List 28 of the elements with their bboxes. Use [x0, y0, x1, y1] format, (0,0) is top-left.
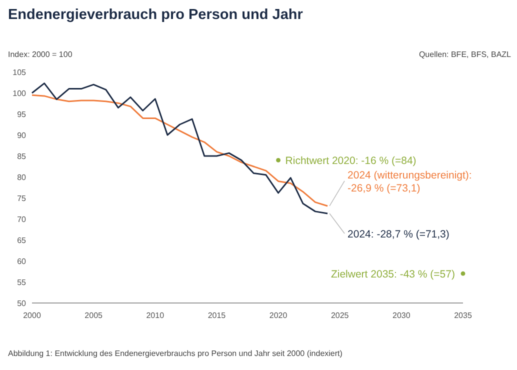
y-tick-label: 75 — [17, 194, 27, 203]
y-tick-label: 70 — [17, 215, 27, 224]
x-tick-label: 2010 — [146, 311, 165, 320]
annotation: Richtwert 2020: -16 % (=84) — [285, 155, 416, 168]
annotation: 2024 (witterungsbereinigt): -26,9 % (=73,1) — [348, 169, 472, 194]
y-axis-title: Index: 2000 = 100 — [8, 50, 73, 59]
annotation: 2024: -28,7 % (=71,3) — [348, 228, 450, 241]
annotation: Zielwert 2035: -43 % (=57) — [330, 268, 455, 281]
text: Abbildung 1: Entwicklung des Endenergieverbrauchs pro Person und Jahr seit 2000 (indexiert) — [8, 349, 343, 358]
x-tick-label: 2035 — [454, 311, 472, 320]
y-tick-label: 85 — [17, 152, 27, 161]
x-tick-label: 2000 — [23, 311, 42, 320]
y-tick-label: 80 — [17, 173, 27, 182]
y-tick-label: 105 — [12, 68, 27, 77]
source-note: Quellen: BFE, BFS, BAZL — [418, 50, 512, 59]
x-tick-label: 2030 — [392, 311, 411, 320]
x-tick-label: 2025 — [330, 311, 350, 320]
y-tick-label: 95 — [17, 110, 27, 119]
x-tick-label: 2020 — [269, 311, 288, 320]
y-tick-label: 50 — [17, 299, 27, 308]
y-tick-label: 60 — [17, 257, 27, 266]
y-tick-label: 90 — [17, 131, 27, 140]
y-tick-label: 65 — [17, 236, 27, 245]
x-tick-label: 2015 — [208, 311, 226, 320]
y-tick-label: 55 — [17, 278, 27, 287]
x-tick-label: 2005 — [84, 311, 104, 320]
chart-title: Endenergieverbrauch pro Person und Jahr — [8, 7, 304, 23]
y-tick-label: 100 — [12, 89, 27, 98]
